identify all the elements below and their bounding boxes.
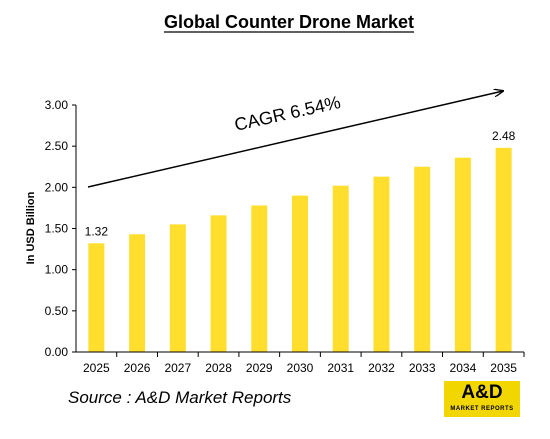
x-tick-label: 2025 — [83, 361, 110, 375]
x-tick-label: 2030 — [287, 361, 314, 375]
x-tick-label: 2033 — [409, 361, 436, 375]
cagr-arrow — [87, 91, 503, 188]
y-tick-label: 1.50 — [45, 222, 69, 236]
x-tick-label: 2026 — [124, 361, 151, 375]
x-tick-label: 2034 — [450, 361, 477, 375]
bar-2031 — [332, 185, 349, 352]
chart-title: Global Counter Drone Market — [164, 12, 414, 32]
data-labels: 1.32 2.48 — [85, 129, 516, 239]
x-tick-label: 2035 — [490, 361, 517, 375]
y-axis-ticks: 0.00 0.50 1.00 1.50 2.00 2.50 3.00 — [45, 98, 76, 359]
bar-2035 — [495, 147, 512, 352]
bar-2027 — [169, 224, 186, 352]
x-tick-label: 2029 — [246, 361, 273, 375]
bar-2030 — [292, 195, 308, 352]
y-tick-label: 2.00 — [45, 180, 69, 194]
y-tick-label: 1.00 — [45, 263, 69, 277]
x-axis-ticks: 2025 2026 2027 2028 2029 2030 2031 2032 2033 2034… — [83, 352, 525, 375]
x-tick-label: 2027 — [164, 361, 191, 375]
data-label-2035: 2.48 — [492, 129, 516, 143]
source-note: Source : A&D Market Reports — [68, 388, 292, 407]
bar-2025 — [88, 243, 105, 352]
bar-2033 — [414, 166, 431, 352]
bar-2028 — [210, 215, 227, 352]
y-axis-label: In USD Billion — [25, 191, 37, 264]
data-label-2025: 1.32 — [85, 224, 109, 238]
logo-name: A&D — [461, 382, 503, 403]
logo-subtitle: MARKET REPORTS — [450, 406, 514, 412]
bar-2032 — [373, 176, 390, 352]
brand-logo: A&D MARKET REPORTS — [444, 381, 520, 417]
y-tick-label: 2.50 — [45, 139, 69, 153]
y-tick-label: 0.50 — [45, 304, 69, 318]
x-tick-label: 2032 — [368, 361, 395, 375]
bar-2029 — [251, 205, 268, 352]
y-tick-label: 3.00 — [45, 98, 69, 112]
x-tick-label: 2028 — [205, 361, 232, 375]
bar-2026 — [129, 234, 146, 352]
y-tick-label: 0.00 — [45, 345, 69, 359]
bar-2034 — [454, 157, 471, 352]
cagr-annotation: CAGR 6.54% — [233, 92, 343, 135]
bars — [88, 147, 512, 352]
x-tick-label: 2031 — [327, 361, 354, 375]
